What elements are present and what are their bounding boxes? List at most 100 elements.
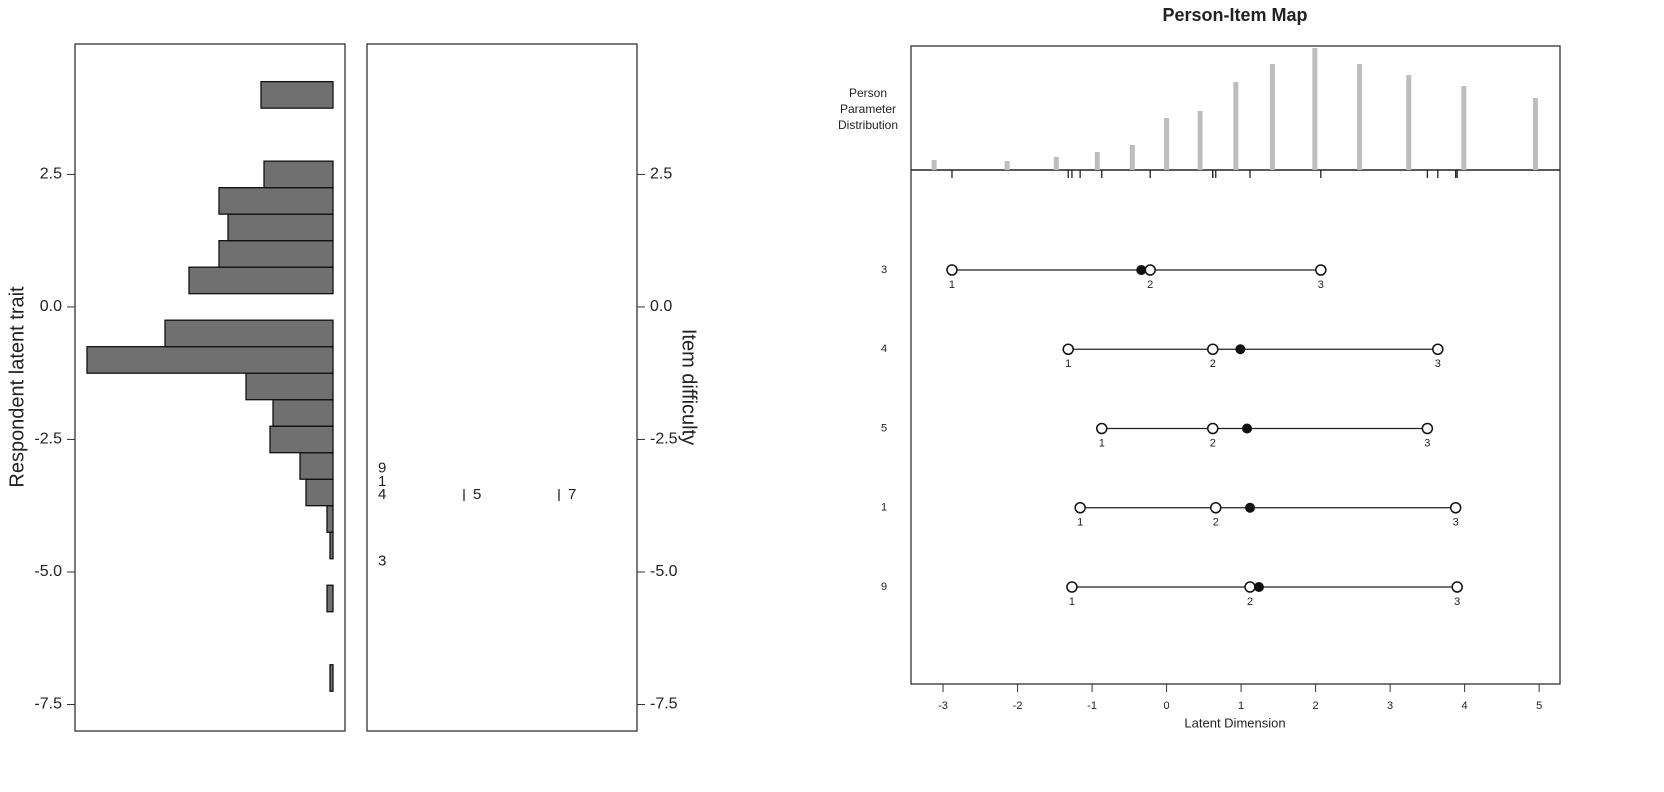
threshold-label: 1	[1077, 517, 1083, 529]
y2-tick-label: -2.5	[650, 431, 678, 448]
threshold-point	[1144, 264, 1156, 276]
distribution-bar	[1004, 161, 1010, 170]
threshold-label: 1	[1099, 437, 1105, 449]
threshold-label: 3	[1435, 358, 1441, 370]
threshold-point	[1207, 343, 1219, 355]
item-location	[1235, 344, 1246, 355]
histogram-bar	[272, 399, 334, 427]
threshold-point	[1449, 502, 1462, 514]
threshold-point	[1421, 422, 1434, 435]
y2-tick-label: -5.0	[650, 563, 678, 580]
threshold-point	[1315, 264, 1327, 276]
item-label: 5	[881, 422, 887, 434]
histogram-bar	[329, 664, 334, 692]
distribution-bar	[1233, 82, 1239, 170]
threshold-point	[1074, 502, 1086, 514]
y-tick-label: 0.0	[40, 298, 62, 315]
threshold-point	[946, 264, 958, 276]
map-frame	[910, 45, 1561, 685]
y-axis-title: Respondent latent trait	[6, 286, 28, 488]
distribution-bar	[1269, 64, 1275, 170]
x-tick-label: -2	[1013, 700, 1023, 712]
histogram-bar	[218, 187, 334, 215]
threshold-label: 1	[949, 279, 955, 291]
threshold-label: 3	[1454, 596, 1460, 608]
histogram-bar	[263, 160, 334, 189]
histogram-bar	[260, 80, 334, 109]
x-tick-label: 0	[1164, 700, 1170, 712]
y2-tick-label: -7.5	[650, 696, 678, 713]
x-tick-label: 3	[1387, 700, 1393, 712]
histogram-bar	[218, 240, 334, 268]
x-tick-label: 5	[1536, 700, 1542, 712]
item-label: 3	[881, 264, 887, 276]
threshold-point	[1244, 581, 1256, 593]
threshold-label: 2	[1147, 279, 1153, 291]
item-label: 4	[378, 486, 386, 503]
distribution-bar	[1094, 152, 1100, 170]
distribution-label: Distribution	[838, 118, 898, 132]
x-tick-label: -1	[1087, 700, 1097, 712]
threshold-point	[1451, 581, 1463, 593]
histogram-bar	[188, 266, 334, 295]
item-label: 5	[473, 486, 481, 503]
item-panel	[366, 43, 638, 732]
y2-tick-label: 2.5	[650, 166, 672, 183]
histogram-bar	[299, 452, 334, 480]
y2-axis-title: Item difficulty	[678, 329, 700, 445]
item-label: 7	[568, 486, 576, 503]
y-tick-label: -5.0	[34, 563, 62, 580]
threshold-point	[1207, 422, 1219, 435]
threshold-point	[1432, 343, 1444, 355]
histogram-bar	[86, 346, 334, 374]
x-tick-label: 4	[1462, 700, 1468, 712]
distribution-bar	[1053, 157, 1059, 170]
item-label: 1	[378, 473, 386, 490]
histogram-bar	[245, 372, 334, 401]
y-tick-label: -2.5	[34, 431, 62, 448]
threshold-point	[1096, 422, 1108, 435]
y-tick-label: -7.5	[34, 696, 62, 713]
threshold-point	[1066, 581, 1078, 593]
item-location	[1136, 265, 1147, 275]
distribution-label: Person	[849, 86, 887, 100]
histogram-bar	[164, 319, 334, 348]
threshold-label: 2	[1210, 437, 1216, 449]
distribution-bar	[1164, 118, 1170, 170]
histogram-bar	[305, 478, 334, 507]
distribution-bar	[1129, 145, 1135, 170]
distribution-bar	[1532, 98, 1538, 170]
item-label: 4	[881, 343, 887, 355]
distribution-bar	[1197, 111, 1203, 170]
y-tick-label: 2.5	[40, 166, 62, 183]
item-label: 9	[378, 460, 386, 477]
y2-tick-label: 0.0	[650, 298, 672, 315]
histogram-bar	[326, 505, 334, 533]
threshold-label: 2	[1213, 517, 1219, 529]
distribution-bar	[931, 160, 937, 170]
threshold-label: 3	[1318, 279, 1324, 291]
x-axis-title: Latent Dimension	[1184, 715, 1285, 730]
histogram-bar	[269, 425, 334, 454]
threshold-point	[1210, 502, 1222, 514]
distribution-bar	[1406, 75, 1412, 170]
histogram-bar	[329, 531, 334, 560]
threshold-label: 3	[1424, 437, 1430, 449]
distribution-bar	[1357, 64, 1363, 170]
person-panel	[74, 43, 346, 732]
histogram-bar	[326, 584, 334, 613]
threshold-label: 3	[1453, 517, 1459, 529]
x-tick-label: 1	[1238, 700, 1244, 712]
x-tick-label: 2	[1313, 700, 1319, 712]
distribution-bar	[1312, 48, 1318, 170]
item-location	[1245, 502, 1256, 513]
threshold-label: 2	[1210, 358, 1216, 370]
chart-title: Person-Item Map	[1162, 5, 1307, 25]
threshold-label: 1	[1069, 596, 1075, 608]
item-label: 9	[881, 581, 887, 593]
threshold-point	[1062, 343, 1074, 355]
distribution-bar	[1461, 86, 1467, 170]
item-label: 3	[378, 552, 386, 569]
